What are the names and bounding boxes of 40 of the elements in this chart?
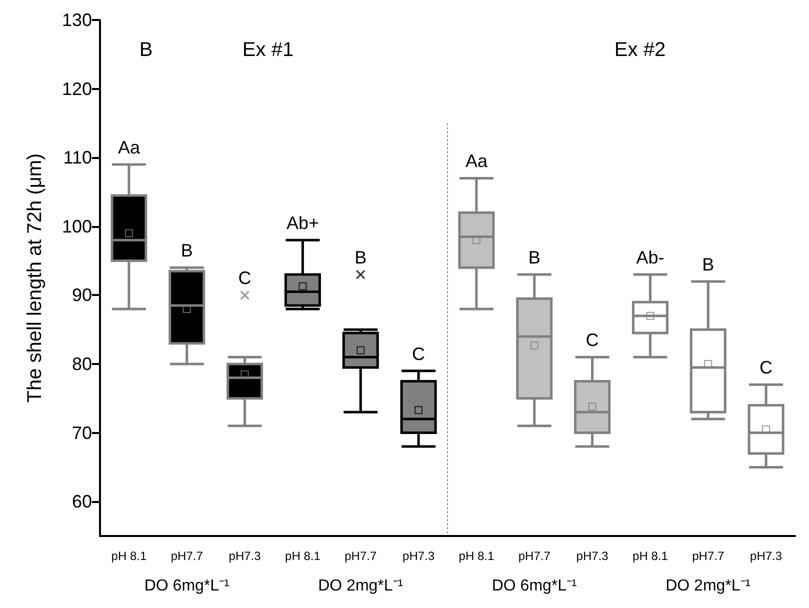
annotation: B [180, 240, 193, 261]
x-tick-label: pH 8.1 [458, 549, 494, 563]
x-tick-label: pH7.7 [344, 549, 377, 563]
annotation: C [412, 344, 426, 364]
y-tick-label: 110 [63, 148, 92, 168]
annotation: Ex #1 [242, 39, 294, 61]
x-tick-label: pH7.7 [170, 549, 204, 563]
annotation: C [760, 358, 773, 378]
annotation: Aa [118, 137, 141, 158]
annotation: B [702, 254, 714, 274]
annotation: C [586, 330, 599, 350]
x-tick-label: pH7.3 [576, 549, 609, 563]
annotation: Ab- [636, 248, 664, 268]
annotation: B [354, 248, 367, 268]
text: DO 2mg*L⁻¹ [666, 578, 751, 594]
x-tick-label: pH7.7 [518, 549, 551, 563]
y-tick-label: 130 [62, 10, 92, 30]
annotation: B [528, 248, 540, 268]
y-tick-label: 90 [72, 285, 92, 306]
annotation: C [238, 268, 252, 288]
y-tick-label: 100 [62, 216, 92, 236]
x-tick-label: pH 8.1 [285, 549, 321, 563]
y-tick-label: 60 [72, 492, 92, 512]
x-tick-label: pH7.3 [750, 549, 782, 563]
x-tick-label: pH 8.1 [111, 549, 147, 563]
y-tick-label: 70 [72, 422, 92, 443]
x-tick-label: pH7.7 [692, 549, 724, 563]
annotation: B [139, 39, 153, 61]
annotation: Ab+ [286, 213, 319, 234]
x-tick-label: pH7.3 [228, 549, 262, 563]
annotation: Aa [465, 151, 488, 172]
text: DO 2mg*L⁻¹ [318, 578, 404, 594]
annotation: Ex #2 [614, 39, 666, 61]
y-axis-title: The shell length at 72h (μm) [24, 153, 46, 403]
x-tick-label: pH 8.1 [632, 549, 668, 563]
text: DO 6mg*L⁻¹ [144, 578, 230, 594]
text: DO 6mg*L⁻¹ [492, 578, 577, 594]
y-tick-label: 80 [72, 354, 92, 374]
y-tick-label: 120 [62, 78, 92, 99]
x-tick-label: pH7.3 [402, 549, 435, 563]
